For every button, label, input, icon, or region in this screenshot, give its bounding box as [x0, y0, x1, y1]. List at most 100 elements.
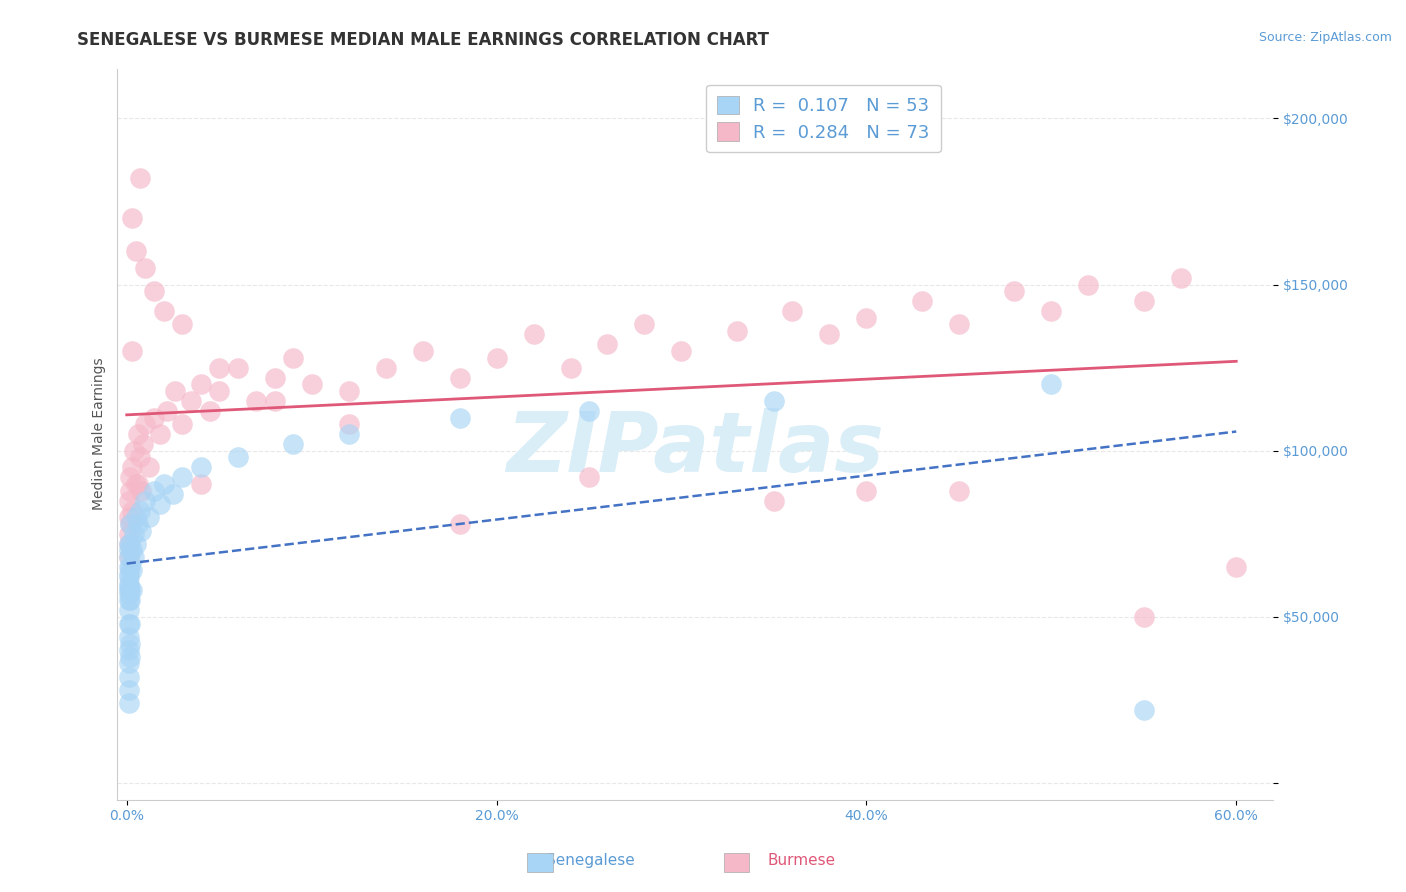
Point	[633, 318, 655, 332]
Point	[127, 427, 149, 442]
Point	[190, 460, 212, 475]
Point	[208, 360, 231, 375]
Point	[122, 443, 145, 458]
Point	[127, 477, 149, 491]
Point	[125, 510, 148, 524]
Point	[948, 483, 970, 498]
Text: Burmese: Burmese	[768, 854, 835, 868]
Point	[121, 563, 143, 577]
Point	[143, 410, 166, 425]
Point	[162, 487, 184, 501]
Point	[120, 583, 142, 598]
Point	[337, 417, 360, 432]
Point	[948, 318, 970, 332]
Point	[1170, 271, 1192, 285]
Point	[134, 417, 156, 432]
Point	[138, 460, 160, 475]
Point	[149, 427, 172, 442]
Point	[120, 560, 142, 574]
Point	[131, 524, 153, 538]
Point	[117, 603, 139, 617]
Point	[143, 284, 166, 298]
Point	[578, 470, 600, 484]
Point	[117, 670, 139, 684]
Point	[125, 244, 148, 259]
Point	[1132, 610, 1154, 624]
Point	[374, 360, 396, 375]
Point	[128, 171, 150, 186]
Point	[128, 450, 150, 465]
Point	[281, 351, 304, 365]
Point	[117, 583, 139, 598]
Point	[117, 550, 139, 565]
Point	[117, 616, 139, 631]
Point	[762, 493, 785, 508]
Point	[149, 497, 172, 511]
Point	[198, 404, 221, 418]
Point	[117, 537, 139, 551]
Point	[117, 510, 139, 524]
Point	[120, 516, 142, 531]
Point	[117, 543, 139, 558]
Point	[596, 337, 619, 351]
Point	[128, 503, 150, 517]
Point	[911, 294, 934, 309]
Point	[671, 344, 693, 359]
Point	[138, 510, 160, 524]
Point	[855, 310, 877, 325]
Point	[522, 327, 544, 342]
Point	[762, 393, 785, 408]
Point	[245, 393, 267, 408]
Point	[263, 370, 285, 384]
Y-axis label: Median Male Earnings: Median Male Earnings	[93, 358, 107, 510]
Point	[449, 410, 471, 425]
Point	[120, 470, 142, 484]
Point	[449, 516, 471, 531]
Point	[125, 477, 148, 491]
Point	[117, 526, 139, 541]
Point	[226, 360, 249, 375]
Point	[818, 327, 841, 342]
Point	[180, 393, 202, 408]
Point	[117, 550, 139, 565]
Point	[120, 483, 142, 498]
Point	[121, 543, 143, 558]
Text: ZIPatlas: ZIPatlas	[506, 409, 884, 490]
Point	[117, 576, 139, 591]
Point	[1132, 703, 1154, 717]
Point	[560, 360, 582, 375]
Text: SENEGALESE VS BURMESE MEDIAN MALE EARNINGS CORRELATION CHART: SENEGALESE VS BURMESE MEDIAN MALE EARNIN…	[77, 31, 769, 49]
Point	[172, 470, 194, 484]
Point	[152, 477, 174, 491]
Point	[117, 566, 139, 581]
Point	[163, 384, 186, 398]
Point	[152, 304, 174, 318]
Point	[122, 550, 145, 565]
Point	[121, 211, 143, 225]
Point	[578, 404, 600, 418]
Point	[134, 493, 156, 508]
Point	[117, 493, 139, 508]
Point	[301, 377, 323, 392]
Point	[281, 437, 304, 451]
Point	[190, 377, 212, 392]
Point	[172, 318, 194, 332]
Point	[131, 483, 153, 498]
Point	[172, 417, 194, 432]
Point	[117, 697, 139, 711]
Point	[855, 483, 877, 498]
Point	[125, 537, 148, 551]
Point	[117, 683, 139, 698]
Point	[121, 503, 143, 517]
Point	[120, 616, 142, 631]
Point	[449, 370, 471, 384]
Point	[226, 450, 249, 465]
Point	[117, 580, 139, 594]
Point	[117, 593, 139, 607]
Point	[143, 483, 166, 498]
Point	[121, 344, 143, 359]
Point	[1077, 277, 1099, 292]
Point	[127, 516, 149, 531]
Point	[120, 537, 142, 551]
Point	[117, 570, 139, 584]
